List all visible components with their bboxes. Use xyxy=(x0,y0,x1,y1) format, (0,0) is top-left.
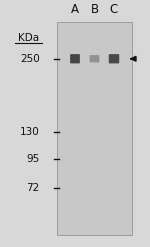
Text: B: B xyxy=(90,3,99,16)
Text: 130: 130 xyxy=(20,127,40,137)
Text: 95: 95 xyxy=(27,154,40,164)
Text: 72: 72 xyxy=(27,183,40,193)
Text: KDa: KDa xyxy=(18,33,39,43)
FancyBboxPatch shape xyxy=(70,54,80,63)
Text: C: C xyxy=(110,3,118,16)
FancyBboxPatch shape xyxy=(109,54,119,63)
FancyBboxPatch shape xyxy=(90,55,99,62)
Text: 250: 250 xyxy=(20,54,40,64)
Text: A: A xyxy=(71,3,79,16)
Bar xyxy=(57,22,132,235)
